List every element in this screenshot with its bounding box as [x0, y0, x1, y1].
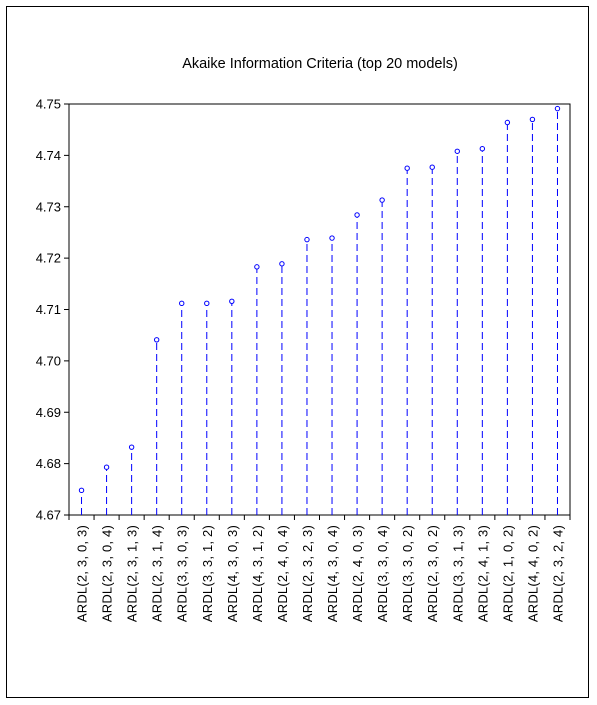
chart-frame	[6, 6, 589, 698]
y-tick-label: 4.75	[36, 97, 61, 112]
x-tick-label: ARDL(3, 3, 1, 3)	[450, 525, 465, 622]
x-tick-label: ARDL(2, 3, 0, 4)	[100, 525, 115, 622]
x-tick-label: ARDL(3, 3, 1, 2)	[200, 525, 215, 622]
data-point	[204, 300, 210, 307]
y-tick-label: 4.68	[36, 456, 61, 471]
data-point	[354, 212, 360, 218]
x-tick-label: ARDL(3, 3, 0, 4)	[375, 525, 390, 622]
x-tick-label: ARDL(4, 4, 0, 2)	[525, 525, 540, 622]
y-tick-label: 4.70	[36, 353, 61, 368]
y-tick-label: 4.73	[36, 199, 61, 214]
plot-area-border	[68, 103, 571, 516]
x-tick-label: ARDL(2, 3, 0, 2)	[425, 525, 440, 622]
data-point	[454, 148, 460, 154]
y-tick-label: 4.67	[36, 508, 61, 523]
x-tick-label: ARDL(4, 3, 0, 3)	[225, 525, 240, 622]
x-tick-label: ARDL(2, 3, 2, 4)	[550, 525, 565, 622]
x-tick-label: ARDL(2, 3, 1, 4)	[150, 525, 165, 622]
data-point	[229, 298, 235, 304]
data-point	[379, 197, 385, 203]
y-tick-label: 4.74	[36, 148, 61, 163]
y-tick-label: 4.72	[36, 251, 61, 266]
data-point	[504, 119, 511, 126]
y-tick-label: 4.71	[36, 302, 61, 317]
data-point	[153, 337, 160, 343]
data-point	[429, 164, 435, 170]
x-tick-label: ARDL(2, 4, 0, 3)	[350, 525, 365, 622]
data-point	[179, 300, 185, 307]
data-point	[304, 236, 310, 243]
x-tick-label: ARDL(4, 3, 1, 2)	[250, 525, 265, 622]
data-point	[554, 105, 561, 112]
y-axis: 4.67 4.68 4.69 4.70 4.71 4.72 4.73 4.74 4.75	[36, 97, 69, 523]
chart-title: Akaike Information Criteria (top 20 mode…	[182, 56, 458, 72]
x-tick-label: ARDL(2, 4, 1, 3)	[475, 525, 490, 622]
x-tick-label: ARDL(2, 4, 0, 4)	[275, 525, 290, 622]
data-point	[279, 261, 285, 267]
x-tick-label: ARDL(3, 3, 0, 2)	[400, 525, 415, 622]
data-point	[404, 165, 410, 171]
data-point	[329, 235, 335, 241]
x-axis: ARDL(2, 3, 0, 3) ARDL(2, 3, 0, 4) ARDL(2, …	[68, 515, 571, 622]
data-point	[78, 487, 85, 494]
data-point	[128, 444, 135, 450]
data-point	[529, 116, 536, 123]
y-tick-label: 4.69	[36, 405, 61, 420]
x-tick-label: ARDL(4, 3, 0, 4)	[325, 525, 340, 622]
x-tick-label: ARDL(2, 3, 1, 3)	[125, 525, 140, 622]
data-marks	[78, 105, 561, 515]
data-point	[103, 464, 110, 470]
x-tick-label: ARDL(2, 3, 0, 3)	[75, 525, 90, 622]
x-tick-label: ARDL(2, 1, 0, 2)	[500, 525, 515, 622]
data-point	[254, 264, 260, 270]
data-point	[479, 145, 486, 152]
x-tick-label: ARDL(2, 3, 2, 3)	[300, 525, 315, 622]
x-tick-label: ARDL(3, 3, 0, 3)	[175, 525, 190, 622]
